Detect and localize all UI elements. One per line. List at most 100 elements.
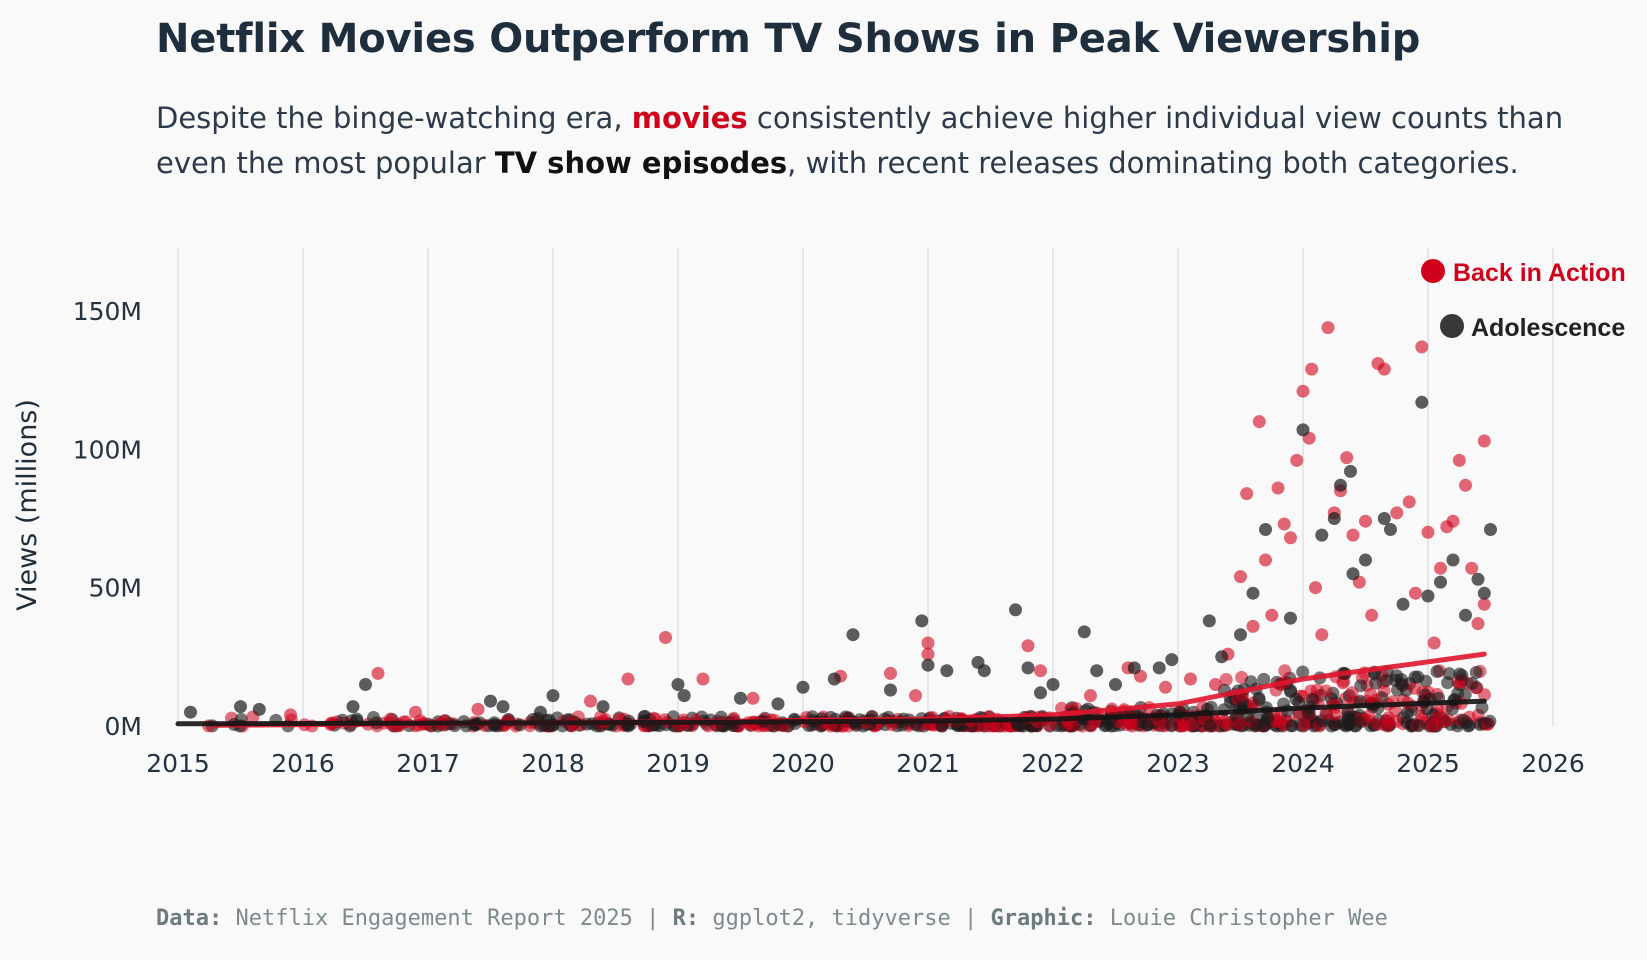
x-tick-label: 2022 — [1021, 749, 1085, 778]
movie-point — [409, 705, 422, 719]
x-tick-label: 2020 — [771, 749, 835, 778]
movie-point — [1359, 514, 1372, 528]
tv-point — [346, 700, 360, 714]
movie-point — [1477, 597, 1491, 611]
tv-point — [1244, 675, 1258, 689]
axis-layer: 2015 2016 2017 2018 2019 2020 2021 2022 2023 2024… — [12, 297, 1585, 778]
movie-point — [1259, 553, 1272, 567]
movie-point — [909, 689, 922, 703]
tv-point — [827, 672, 841, 686]
x-tick-label: 2023 — [1146, 749, 1210, 778]
movie-point — [1425, 719, 1439, 733]
movie-point — [1340, 451, 1354, 465]
movie-point — [1438, 714, 1452, 728]
points-layer — [184, 321, 1497, 722]
tv-point — [546, 689, 560, 703]
movie-point — [1305, 362, 1319, 376]
tv-point — [1483, 714, 1497, 728]
chart-title: Netflix Movies Outperform TV Shows in Pe… — [156, 16, 1421, 62]
movie-point — [1284, 531, 1297, 545]
tv-point — [734, 691, 747, 705]
tv-point — [1284, 685, 1298, 699]
movie-point — [1321, 321, 1335, 335]
tv-point — [1164, 719, 1178, 733]
caption-separator: | — [950, 906, 991, 931]
tv-point — [1465, 676, 1479, 690]
movie-point — [884, 666, 897, 680]
tv-point — [234, 700, 247, 714]
tv-point — [1359, 553, 1372, 567]
annotation-layer: Back in Action Adolescence — [1421, 259, 1626, 342]
tv-point — [1400, 706, 1414, 720]
x-tick-label: 2018 — [521, 749, 585, 778]
adolescence-marker — [1440, 314, 1464, 338]
tv-point — [1411, 670, 1425, 684]
caption-r-value: ggplot2, tidyverse — [712, 906, 951, 931]
movie-point — [746, 691, 760, 705]
movie-point — [1252, 415, 1266, 429]
tv-point — [1354, 679, 1368, 693]
tv-point — [1327, 512, 1341, 525]
movie-point — [1290, 453, 1304, 467]
movie-point — [1415, 340, 1429, 354]
movie-point — [1319, 684, 1333, 698]
movie-point — [1184, 672, 1197, 686]
movie-point — [1221, 718, 1235, 732]
x-tick-label: 2019 — [646, 749, 710, 778]
movie-point — [1377, 362, 1391, 376]
tv-point — [1202, 614, 1216, 628]
tv-point — [1296, 423, 1310, 437]
tv-point — [1034, 686, 1047, 700]
tv-point — [1203, 719, 1217, 733]
tv-point — [940, 664, 954, 678]
tv-point — [1046, 678, 1060, 691]
movie-point — [1346, 528, 1360, 542]
tv-point — [484, 694, 497, 708]
tv-point — [252, 702, 266, 716]
subtitle-movies-highlight: movies — [631, 101, 748, 135]
movie-point — [1240, 487, 1254, 501]
tv-point — [1412, 719, 1426, 733]
movie-point — [1234, 570, 1247, 584]
caption: Data: Netflix Engagement Report 2025 | R… — [156, 906, 1388, 931]
tv-point — [977, 664, 991, 678]
x-tick-label: 2021 — [896, 749, 960, 778]
movie-point — [1427, 636, 1441, 650]
chart-subtitle: Despite the binge-watching era, movies c… — [156, 96, 1636, 186]
tv-point — [1284, 611, 1297, 625]
tv-point — [1346, 567, 1360, 581]
movie-point — [1402, 495, 1416, 509]
tv-point — [1391, 683, 1404, 697]
movie-point — [1297, 718, 1311, 732]
trend-layer — [175, 651, 1487, 728]
tv-point — [1421, 589, 1435, 603]
movie-point — [998, 719, 1012, 733]
movie-point — [1390, 506, 1404, 520]
movie-point — [1185, 718, 1199, 732]
movie-point — [1278, 664, 1292, 678]
tv-point — [1475, 701, 1489, 714]
tv-point — [1484, 523, 1497, 536]
tv-point — [359, 678, 372, 691]
tv-point — [1441, 676, 1455, 690]
movie-point — [921, 647, 935, 661]
movie-point — [1271, 481, 1285, 495]
movie-point — [1084, 689, 1097, 703]
tv-point — [1400, 716, 1414, 729]
movie-point — [1365, 608, 1379, 622]
tv-point — [771, 697, 785, 711]
back-in-action-label: Back in Action — [1453, 259, 1626, 287]
movie-point — [371, 666, 385, 680]
tv-point — [1252, 693, 1266, 707]
tv-point — [1215, 650, 1229, 664]
tv-point — [1296, 665, 1310, 679]
tv-point — [1109, 678, 1122, 691]
tv-point — [1337, 718, 1351, 732]
tv-point — [1259, 523, 1272, 536]
movie-point — [471, 702, 485, 716]
movie-point — [1362, 709, 1376, 723]
movie-point — [1209, 678, 1222, 691]
x-tick-label: 2026 — [1521, 749, 1585, 778]
movie-point — [1408, 681, 1422, 695]
movie-point — [1446, 514, 1460, 528]
